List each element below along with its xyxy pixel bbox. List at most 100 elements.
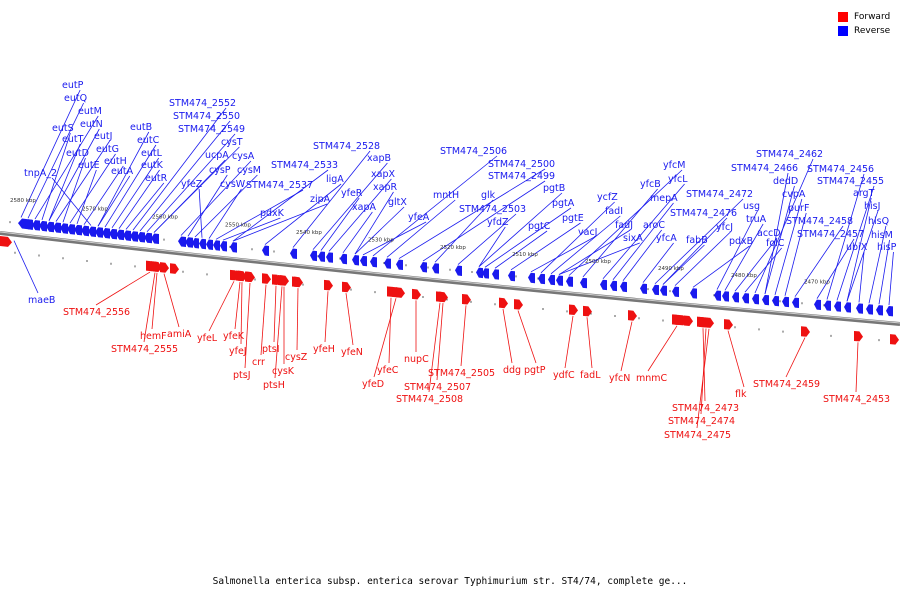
- forward-gene-arrow: [462, 293, 471, 305]
- reverse-gene-arrow: [566, 276, 573, 287]
- label-connector: [855, 342, 859, 393]
- reverse-gene-label: pdxB: [729, 236, 753, 247]
- label-connector: [764, 172, 789, 295]
- label-connector: [727, 330, 745, 388]
- reverse-gene-label: fadJ: [615, 220, 633, 231]
- reverse-gene-label: ucpA: [205, 150, 229, 161]
- label-connector: [146, 133, 236, 232]
- forward-gene-label: STM474_2473: [672, 403, 739, 414]
- label-connector: [104, 144, 157, 228]
- reverse-gene-label: hisM: [871, 230, 893, 241]
- forward-gene-label: amiA: [167, 329, 192, 340]
- label-connector: [273, 285, 277, 343]
- label-connector: [647, 325, 678, 372]
- reverse-gene-label: xapB: [367, 153, 391, 164]
- label-connector: [662, 217, 728, 285]
- reverse-gene-arrow: [151, 233, 159, 245]
- reverse-gene-label: eutD: [66, 148, 89, 159]
- reverse-gene-arrow: [476, 267, 483, 279]
- forward-gene-label: yfeN: [341, 347, 363, 358]
- label-connector: [457, 213, 517, 265]
- reverse-gene-arrow: [318, 251, 325, 262]
- forward-gene-arrow: [890, 334, 899, 345]
- label-connector: [764, 185, 795, 295]
- reverse-gene-label: argT: [853, 188, 875, 199]
- label-connector: [846, 197, 872, 302]
- label-connector: [478, 226, 506, 267]
- reverse-gene-label: tnpA_2: [24, 168, 57, 179]
- label-connector: [163, 273, 180, 328]
- reverse-gene-label: eutS: [52, 123, 74, 134]
- label-connector: [180, 160, 252, 236]
- ruler-kbp-label: 2510 kbp: [512, 252, 538, 258]
- gene-arrows: [0, 218, 899, 345]
- forward-gene-arrow: [628, 310, 637, 321]
- reverse-gene-arrow: [213, 240, 220, 251]
- reverse-gene-label: yfcA: [656, 233, 677, 244]
- reverse-gene-arrow: [556, 275, 563, 286]
- reverse-gene-label: STM474_2462: [756, 149, 823, 160]
- reverse-gene-label: maeB: [28, 295, 55, 306]
- reverse-gene-arrow: [123, 230, 131, 241]
- reverse-gene-label: fabB: [686, 235, 708, 246]
- reverse-gene-label: STM474_2499: [488, 171, 555, 182]
- reverse-gene-arrow: [690, 288, 697, 299]
- reverse-gene-label: eutQ: [64, 93, 87, 104]
- reverse-gene-label: yfcM: [663, 160, 685, 171]
- reverse-gene-label: zipA: [310, 194, 331, 205]
- reverse-gene-label: accD: [757, 228, 781, 239]
- reverse-gene-label: hisP: [877, 242, 897, 253]
- reverse-gene-arrow: [220, 241, 227, 252]
- reverse-gene-label: STM474_2549: [178, 124, 245, 135]
- reverse-gene-arrow: [420, 262, 427, 273]
- reverse-gene-label: STM474_2500: [488, 159, 555, 170]
- reverse-gene-arrow: [360, 255, 367, 267]
- forward-gene-arrow: [170, 263, 179, 274]
- reverse-gene-label: eutP: [62, 80, 84, 91]
- forward-gene-label: ptsI: [262, 344, 280, 355]
- forward-gene-label: mnmC: [636, 373, 668, 384]
- label-connector: [494, 230, 548, 269]
- label-connector: [62, 157, 86, 223]
- label-connector: [95, 271, 151, 306]
- forward-gene-arrow: [724, 319, 733, 330]
- reverse-gene-arrow: [455, 265, 462, 276]
- reverse-gene-label: cysW: [220, 179, 246, 190]
- forward-gene-arrow: [569, 304, 578, 316]
- forward-gene-label: yfeL: [197, 333, 218, 344]
- label-connector: [27, 102, 84, 219]
- ruler-kbp-label: 2470 kbp: [804, 279, 830, 285]
- reverse-gene-arrow: [53, 222, 61, 234]
- reverse-gene-label: STM474_2455: [817, 176, 884, 187]
- reverse-gene-arrow: [620, 281, 627, 293]
- forward-gene-arrow: [396, 287, 405, 298]
- reverse-gene-arrow: [856, 303, 863, 314]
- label-connector: [274, 286, 283, 379]
- label-connector: [111, 157, 160, 229]
- reverse-gene-arrow: [492, 269, 499, 280]
- forward-gene-arrow: [238, 270, 247, 282]
- reverse-gene-label: STM474_2506: [440, 146, 507, 157]
- reverse-gene-label: fadI: [605, 206, 623, 217]
- label-connector: [354, 191, 394, 255]
- label-connector: [264, 183, 342, 245]
- genome-backbone-highlight: [0, 231, 900, 324]
- reverse-gene-arrow: [548, 274, 555, 286]
- ruler-kbp-label: 2530 kbp: [368, 237, 394, 243]
- label-connector: [846, 210, 879, 302]
- reverse-gene-label: eutN: [80, 119, 103, 130]
- reverse-gene-label: eutC: [137, 135, 160, 146]
- reverse-gene-label: STM474_2458: [786, 216, 853, 227]
- forward-gene-label: ddg: [503, 365, 521, 376]
- reverse-gene-label: purF: [788, 203, 809, 214]
- forward-gene-label: yfeC: [377, 365, 399, 376]
- forward-gene-label: ydfC: [553, 370, 575, 381]
- reverse-gene-label: eutA: [111, 166, 134, 177]
- forward-gene-label: STM474_2507: [404, 382, 471, 393]
- label-connector: [612, 202, 674, 280]
- forward-gene-label: ptsH: [263, 380, 285, 391]
- reverse-gene-arrow: [130, 231, 138, 242]
- label-connector: [48, 143, 81, 221]
- reverse-gene-arrow: [844, 302, 851, 313]
- reverse-gene-arrow: [508, 270, 515, 282]
